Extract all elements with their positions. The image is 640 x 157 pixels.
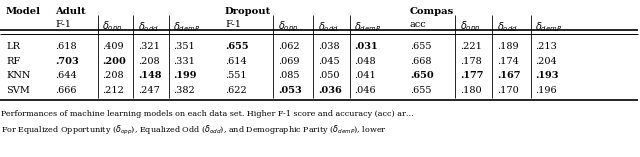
Text: .650: .650 bbox=[410, 71, 434, 80]
Text: .655: .655 bbox=[225, 42, 248, 51]
Text: .666: .666 bbox=[55, 86, 77, 95]
Text: .655: .655 bbox=[410, 42, 431, 51]
Text: F-1: F-1 bbox=[225, 20, 241, 29]
Text: .180: .180 bbox=[460, 86, 482, 95]
Text: RF: RF bbox=[6, 57, 20, 66]
Text: .668: .668 bbox=[410, 57, 431, 66]
Text: .382: .382 bbox=[173, 86, 195, 95]
Text: .038: .038 bbox=[318, 42, 340, 51]
Text: .196: .196 bbox=[535, 86, 557, 95]
Text: .614: .614 bbox=[225, 57, 247, 66]
Text: .170: .170 bbox=[497, 86, 519, 95]
Text: .199: .199 bbox=[173, 71, 196, 80]
Text: F-1: F-1 bbox=[55, 20, 71, 29]
Text: .031: .031 bbox=[354, 42, 378, 51]
Text: .041: .041 bbox=[354, 71, 376, 80]
Text: .551: .551 bbox=[225, 71, 246, 80]
Text: acc: acc bbox=[410, 20, 427, 29]
Text: .048: .048 bbox=[354, 57, 376, 66]
Text: .212: .212 bbox=[102, 86, 124, 95]
Text: $\delta_{opp}$: $\delta_{opp}$ bbox=[460, 20, 481, 34]
Text: .208: .208 bbox=[138, 57, 159, 66]
Text: Dropout: Dropout bbox=[225, 7, 271, 16]
Text: .703: .703 bbox=[55, 57, 79, 66]
Text: .331: .331 bbox=[173, 57, 195, 66]
Text: .177: .177 bbox=[460, 71, 483, 80]
Text: .062: .062 bbox=[278, 42, 300, 51]
Text: .046: .046 bbox=[354, 86, 376, 95]
Text: .213: .213 bbox=[535, 42, 557, 51]
Text: $\delta_{odd}$: $\delta_{odd}$ bbox=[318, 20, 339, 34]
Text: .050: .050 bbox=[318, 71, 339, 80]
Text: $\delta_{demP}$: $\delta_{demP}$ bbox=[173, 20, 200, 34]
Text: $\delta_{odd}$: $\delta_{odd}$ bbox=[497, 20, 518, 34]
Text: .221: .221 bbox=[460, 42, 482, 51]
Text: .321: .321 bbox=[138, 42, 160, 51]
Text: $\delta_{opp}$: $\delta_{opp}$ bbox=[102, 20, 122, 34]
Text: .204: .204 bbox=[535, 57, 557, 66]
Text: .247: .247 bbox=[138, 86, 160, 95]
Text: .045: .045 bbox=[318, 57, 340, 66]
Text: .148: .148 bbox=[138, 71, 161, 80]
Text: .053: .053 bbox=[278, 86, 301, 95]
Text: .644: .644 bbox=[55, 71, 77, 80]
Text: .069: .069 bbox=[278, 57, 300, 66]
Text: Compas: Compas bbox=[410, 7, 454, 16]
Text: KNN: KNN bbox=[6, 71, 30, 80]
Text: .618: .618 bbox=[55, 42, 77, 51]
Text: .351: .351 bbox=[173, 42, 195, 51]
Text: $\delta_{demP}$: $\delta_{demP}$ bbox=[354, 20, 381, 34]
Text: .085: .085 bbox=[278, 71, 300, 80]
Text: Model: Model bbox=[6, 7, 41, 16]
Text: .655: .655 bbox=[410, 86, 431, 95]
Text: Performances of machine learning models on each data set. Higher F-1 score and a: Performances of machine learning models … bbox=[1, 110, 414, 118]
Text: .208: .208 bbox=[102, 71, 124, 80]
Text: $\delta_{opp}$: $\delta_{opp}$ bbox=[278, 20, 298, 34]
Text: $\delta_{odd}$: $\delta_{odd}$ bbox=[138, 20, 159, 34]
Text: .193: .193 bbox=[535, 71, 559, 80]
Text: .178: .178 bbox=[460, 57, 482, 66]
Text: $\delta_{demP}$: $\delta_{demP}$ bbox=[535, 20, 562, 34]
Text: .036: .036 bbox=[318, 86, 342, 95]
Text: For Equalized Opportunity ($\delta_{opp}$), Equalized Odd ($\delta_{odd}$), and : For Equalized Opportunity ($\delta_{opp}… bbox=[1, 124, 387, 137]
Text: Adult: Adult bbox=[55, 7, 86, 16]
Text: .189: .189 bbox=[497, 42, 518, 51]
Text: .167: .167 bbox=[497, 71, 520, 80]
Text: SVM: SVM bbox=[6, 86, 30, 95]
Text: LR: LR bbox=[6, 42, 20, 51]
Text: .409: .409 bbox=[102, 42, 124, 51]
Text: .200: .200 bbox=[102, 57, 126, 66]
Text: .622: .622 bbox=[225, 86, 247, 95]
Text: .174: .174 bbox=[497, 57, 519, 66]
